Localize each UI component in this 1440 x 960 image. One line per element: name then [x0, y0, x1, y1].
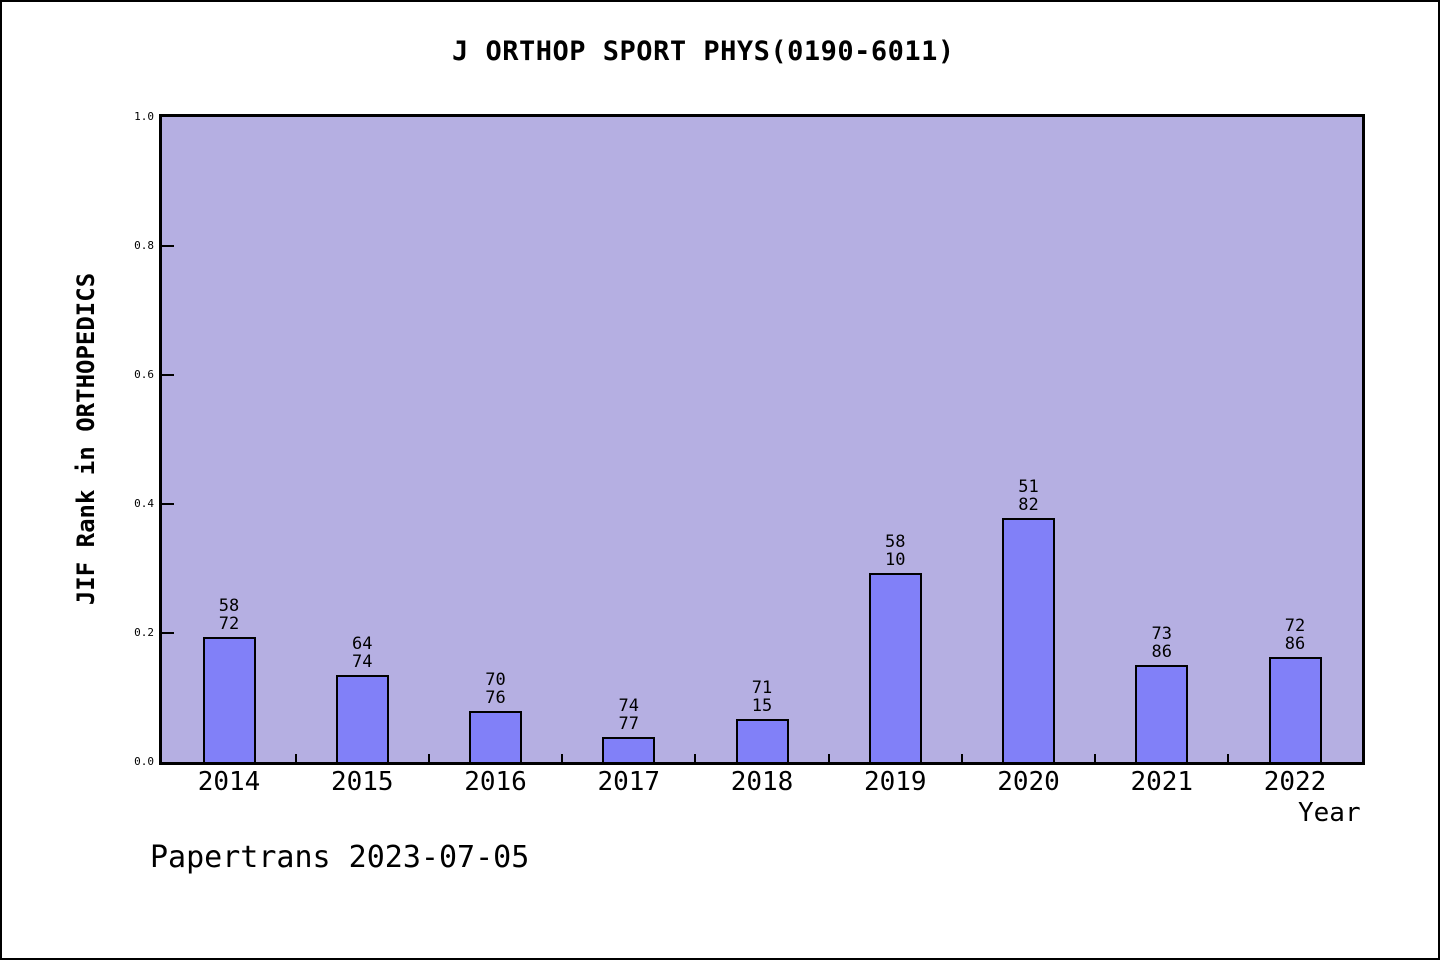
bar-value-label-2017: 74 77 — [618, 696, 639, 734]
bar-2017 — [602, 737, 656, 762]
x-tick-mark — [960, 754, 963, 762]
x-tick-mark — [1094, 754, 1097, 762]
x-tick-mark — [1227, 754, 1230, 762]
y-axis-label: JIF Rank in ORTHOPEDICS — [72, 272, 100, 606]
y-tick-label: 0.4 — [134, 497, 154, 510]
x-tick-mark — [694, 754, 697, 762]
bar-value-label-2016: 70 76 — [485, 670, 506, 708]
bar-value-label-2021: 73 86 — [1151, 624, 1172, 662]
y-tick-label: 0.8 — [134, 239, 154, 252]
y-tick-mark — [162, 632, 174, 634]
x-axis-label: Year — [1298, 798, 1361, 828]
y-tick-label: 0.0 — [134, 755, 154, 768]
y-tick-label: 0.6 — [134, 368, 154, 381]
bar-2020 — [1002, 518, 1055, 762]
bar-value-label-2020: 51 82 — [1018, 477, 1039, 515]
bar-2015 — [335, 675, 389, 762]
bar-2016 — [469, 711, 522, 762]
x-tick-label-2022: 2022 — [1263, 767, 1327, 797]
y-tick-label: 1.0 — [134, 110, 154, 123]
watermark-footer: Papertrans 2023-07-05 — [150, 840, 530, 875]
x-tick-mark — [827, 754, 830, 762]
bar-2021 — [1135, 665, 1189, 762]
chart-title: J ORTHOP SPORT PHYS(0190-6011) — [452, 36, 955, 67]
x-tick-label-2015: 2015 — [330, 767, 394, 797]
bar-value-label-2019: 58 10 — [885, 532, 906, 570]
bar-2019 — [868, 573, 922, 762]
x-tick-mark — [294, 754, 297, 762]
x-tick-mark — [427, 754, 430, 762]
y-tick-mark — [162, 245, 174, 247]
bar-value-label-2018: 71 15 — [751, 678, 773, 716]
bar-value-label-2015: 64 74 — [352, 634, 373, 672]
x-tick-label-2017: 2017 — [597, 767, 661, 797]
y-tick-mark — [162, 503, 174, 505]
y-tick-label: 0.2 — [134, 626, 154, 639]
bar-2014 — [202, 637, 256, 762]
x-tick-mark — [561, 754, 564, 762]
x-tick-label-2016: 2016 — [464, 767, 527, 797]
x-tick-label-2020: 2020 — [997, 767, 1060, 797]
x-tick-label-2019: 2019 — [863, 767, 927, 797]
bar-2022 — [1268, 657, 1322, 762]
plot-area: 58 72 64 74 70 76 74 77 71 15 58 10 51 82 73 86… — [159, 114, 1365, 765]
bar-value-label-2022: 72 86 — [1284, 616, 1306, 654]
y-tick-mark — [162, 374, 174, 376]
x-tick-label-2021: 2021 — [1130, 767, 1194, 797]
x-tick-label-2018: 2018 — [730, 767, 794, 797]
bar-2018 — [735, 719, 789, 762]
x-tick-label-2014: 2014 — [197, 767, 261, 797]
bar-value-label-2014: 58 72 — [218, 596, 240, 634]
